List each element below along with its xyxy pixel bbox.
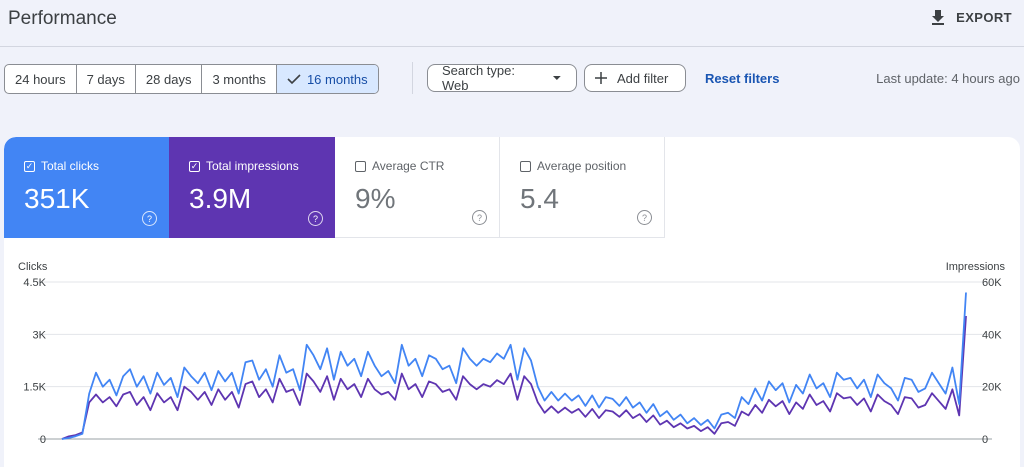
date-option-24-hours[interactable]: 24 hours xyxy=(5,65,77,93)
checkbox-unchecked-icon[interactable] xyxy=(355,160,366,172)
date-option-16-months[interactable]: 16 months xyxy=(276,65,378,93)
left-tick-label: 1.5K xyxy=(23,382,46,394)
metric-label: Total impressions xyxy=(206,159,299,173)
help-icon[interactable]: ? xyxy=(472,210,487,225)
export-button[interactable]: EXPORT xyxy=(930,9,1012,25)
date-option-label: 28 days xyxy=(145,71,192,87)
metric-value: 351K xyxy=(24,183,90,214)
reset-filters-link[interactable]: Reset filters xyxy=(705,71,780,86)
help-icon[interactable]: ? xyxy=(142,211,157,226)
right-tick-label: 40K xyxy=(982,329,1002,341)
metric-value: 3.9M xyxy=(189,183,252,214)
toolbar-divider xyxy=(412,62,413,94)
metric-label: Average position xyxy=(537,159,627,173)
metric-card-average-ctr[interactable]: Average CTR 9% ? xyxy=(335,137,500,238)
left-tick-label: 0 xyxy=(40,434,46,446)
metric-value: 5.4 xyxy=(520,183,559,214)
metric-card-average-position[interactable]: Average position 5.4 ? xyxy=(500,137,665,238)
left-tick-label: 4.5K xyxy=(23,277,46,289)
search-type-dropdown[interactable]: Search type: Web xyxy=(427,63,577,93)
add-filter-button[interactable]: Add filter xyxy=(584,64,686,92)
metric-card-total-clicks[interactable]: ✓ Total clicks 351K ? xyxy=(4,137,169,238)
date-option-label: 16 months xyxy=(306,71,368,87)
right-tick-label: 20K xyxy=(982,382,1002,394)
metric-label: Total clicks xyxy=(41,159,100,173)
checkbox-unchecked-icon[interactable] xyxy=(520,160,531,172)
right-tick-label: 60K xyxy=(982,277,1002,289)
help-icon[interactable]: ? xyxy=(637,210,652,225)
download-icon xyxy=(932,10,945,25)
search-type-label: Search type: Web xyxy=(442,63,515,93)
date-option-7-days[interactable]: 7 days xyxy=(77,65,136,93)
right-axis-label: Impressions xyxy=(946,261,1006,273)
metric-value: 9% xyxy=(355,183,396,214)
metric-label: Average CTR xyxy=(372,159,445,173)
performance-panel: ✓ Total clicks 351K ? ✓ Total impressions … xyxy=(4,137,1020,467)
date-option-3-months[interactable]: 3 months xyxy=(202,65,277,93)
date-option-28-days[interactable]: 28 days xyxy=(136,65,203,93)
impressions-series-line xyxy=(61,315,967,440)
date-option-label: 24 hours xyxy=(15,71,66,87)
caret-down-icon xyxy=(553,76,562,80)
last-update-text: Last update: 4 hours ago xyxy=(876,71,1020,86)
clicks-series-line xyxy=(61,292,967,440)
metric-card-total-impressions[interactable]: ✓ Total impressions 3.9M ? xyxy=(169,137,335,238)
date-option-label: 3 months xyxy=(212,71,266,87)
checkbox-checked-icon[interactable]: ✓ xyxy=(189,160,200,172)
plus-icon xyxy=(595,72,607,84)
header-divider xyxy=(0,46,1024,47)
help-icon[interactable]: ? xyxy=(308,211,323,226)
checkbox-checked-icon[interactable]: ✓ xyxy=(24,160,35,172)
date-option-label: 7 days xyxy=(86,71,125,87)
check-icon xyxy=(287,74,301,85)
export-label: EXPORT xyxy=(956,9,1012,25)
right-tick-label: 0 xyxy=(982,434,988,446)
left-tick-label: 3K xyxy=(33,329,47,341)
left-axis-label: Clicks xyxy=(18,261,48,273)
performance-chart: 0 0 1.5K 20K 3K 40K 4.5K 60K Clicks Impressions xyxy=(18,261,1006,446)
add-filter-label: Add filter xyxy=(617,70,669,86)
page-title: Performance xyxy=(8,8,117,29)
date-range-selector: 24 hours 7 days 28 days 3 months 16 mont… xyxy=(4,64,379,94)
